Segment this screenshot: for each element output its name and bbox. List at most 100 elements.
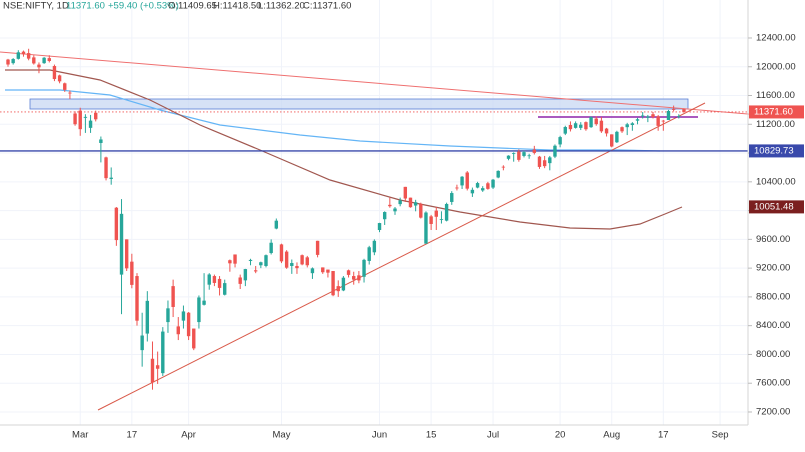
candle-body (460, 176, 464, 186)
candle-body (202, 300, 206, 305)
candle-body (553, 145, 557, 157)
candle-body (408, 197, 413, 208)
candle-body (439, 219, 444, 220)
candle-body (119, 213, 124, 275)
x-tick-label: Sep (712, 430, 729, 441)
low-value: L:11362.20 (258, 1, 305, 12)
resistance-zone (29, 98, 689, 110)
candle-body (537, 156, 542, 167)
price-badge-label: 10829.73 (754, 145, 794, 156)
candle-body (94, 112, 98, 120)
candle-body (444, 203, 449, 221)
axes: 12400.0012000.0011600.0011200.0010800.00… (72, 32, 804, 441)
candle-body (558, 137, 562, 145)
y-tick-label: 8400.00 (756, 320, 790, 331)
x-tick-label: Aug (603, 430, 620, 441)
candle-body (610, 134, 614, 147)
candle-body (393, 208, 397, 212)
candle-body (362, 259, 366, 277)
candle-body (640, 115, 645, 117)
candle-body (269, 242, 273, 254)
price-badge-label: 11371.60 (754, 106, 793, 117)
candle-body (155, 365, 160, 369)
candle-body (150, 358, 155, 383)
candle-body (594, 118, 598, 125)
candle-body (223, 283, 227, 295)
y-tick-label: 10400.00 (756, 176, 796, 187)
open-value: O:11409.65 (168, 1, 217, 12)
candle-body (388, 204, 392, 207)
candle-body (88, 120, 93, 128)
candle-body (181, 311, 186, 321)
candle-body (104, 157, 108, 179)
candle-body (377, 223, 382, 231)
candle-body (145, 300, 150, 334)
x-tick-label: 15 (426, 430, 437, 441)
candle-body (124, 239, 129, 269)
candle-body (253, 270, 258, 272)
candle-body (135, 276, 139, 321)
candle-body (83, 116, 88, 118)
candle-body (228, 260, 232, 264)
candle-body (604, 128, 609, 134)
candle-body (352, 276, 356, 280)
candle-body (403, 186, 408, 199)
y-tick-label: 11600.00 (756, 90, 795, 101)
rising-trendline (97, 102, 706, 411)
y-tick-label: 9200.00 (756, 263, 790, 274)
candle-body (542, 160, 547, 167)
candle-body (305, 257, 309, 266)
change: +59.40 (+0.53%) (108, 1, 179, 12)
candle-body (646, 116, 650, 118)
x-tick-label: Jun (372, 430, 387, 441)
candle-body (630, 123, 635, 126)
y-tick-label: 7200.00 (756, 406, 790, 417)
moving-average-fast (5, 89, 661, 152)
candle-body (573, 123, 578, 128)
candle-body (398, 200, 402, 205)
candle-body (99, 139, 103, 143)
candle-body (290, 263, 294, 266)
price-lines (0, 111, 748, 152)
candle-body (346, 270, 351, 275)
x-tick-label: May (273, 430, 291, 441)
candle-body (341, 277, 346, 291)
y-tick-label: 7600.00 (756, 378, 790, 389)
candle-body (310, 268, 315, 274)
y-tick-label: 9600.00 (756, 234, 790, 245)
candle-body (625, 124, 629, 128)
falling-trendline (0, 51, 761, 116)
candle-body (517, 151, 521, 160)
candle-body (372, 240, 377, 253)
candle-body (42, 57, 46, 64)
y-tick-label: 12400.00 (756, 32, 796, 43)
candle-body (248, 259, 253, 261)
candle-body (171, 286, 175, 307)
candle-body (413, 202, 418, 206)
candle-body (47, 58, 51, 61)
candle-body (382, 212, 387, 220)
candle-body (671, 109, 676, 110)
candle-body (321, 267, 325, 273)
candle-body (114, 207, 119, 241)
candles (6, 48, 686, 390)
candle-body (429, 216, 433, 224)
candle-body (563, 127, 567, 134)
x-tick-label: Apr (181, 430, 196, 441)
candle-body (166, 308, 170, 323)
price-badge (749, 105, 804, 119)
candle-body (259, 262, 263, 266)
candle-body (284, 251, 289, 268)
candle-body (161, 331, 165, 374)
candle-body (295, 265, 299, 269)
candle-body (506, 155, 511, 159)
candle-body (73, 113, 77, 125)
candle-body (11, 59, 15, 64)
candle-body (599, 120, 604, 132)
candle-body (481, 188, 485, 191)
candle-body (424, 212, 428, 244)
candle-body (212, 276, 217, 283)
candle-body (357, 275, 361, 281)
